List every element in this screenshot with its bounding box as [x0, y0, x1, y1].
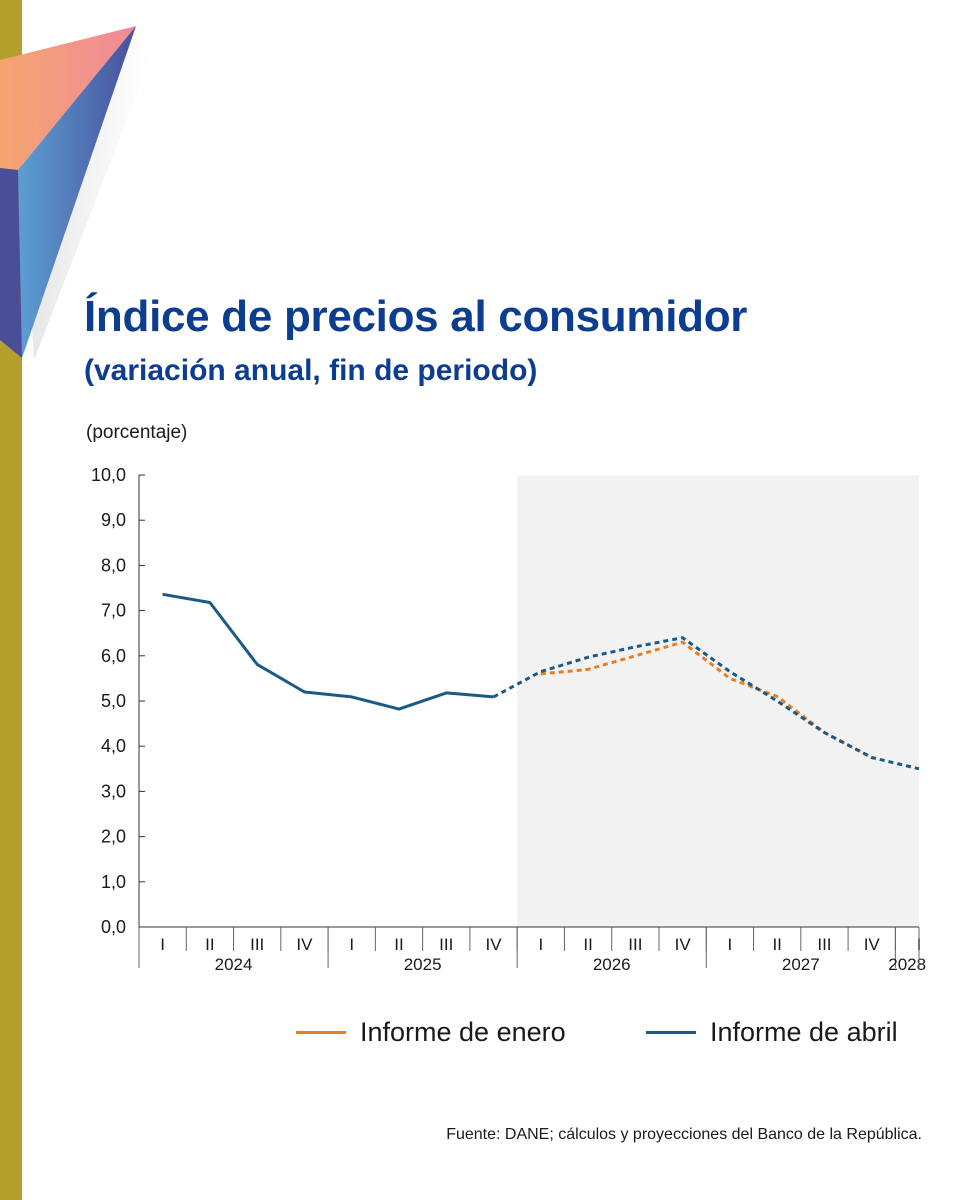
y-tick-label: 1,0: [101, 872, 126, 892]
x-tick-label: IV: [675, 935, 692, 954]
year-label: 2025: [404, 955, 442, 974]
x-tick-label: II: [772, 935, 781, 954]
x-tick-label: IV: [486, 935, 503, 954]
year-label: 2026: [593, 955, 631, 974]
y-tick-label: 9,0: [101, 510, 126, 530]
legend-swatch-january: [296, 1030, 346, 1034]
x-tick-label: III: [250, 935, 264, 954]
y-tick-label: 4,0: [101, 736, 126, 756]
y-tick-label: 5,0: [101, 691, 126, 711]
x-tick-label: II: [394, 935, 403, 954]
chart-subtitle: (variación anual, fin de periodo): [84, 354, 538, 387]
series-line-january-forecast: [540, 640, 873, 759]
x-tick-label: IV: [296, 935, 313, 954]
y-tick-label: 8,0: [101, 555, 126, 575]
x-tick-label: I: [160, 935, 165, 954]
x-tick-label: III: [439, 935, 453, 954]
y-tick-label: 10,0: [91, 465, 126, 485]
y-axis-unit-label: (porcentaje): [86, 422, 188, 443]
y-tick-label: 7,0: [101, 601, 126, 621]
y-tick-label: 0,0: [101, 917, 126, 937]
year-label: 2027: [782, 955, 820, 974]
x-tick-label: III: [817, 935, 831, 954]
legend-label-april: Informe de abril: [710, 1016, 898, 1047]
x-tick-label: I: [538, 935, 543, 954]
x-tick-label: II: [205, 935, 214, 954]
source-note: Fuente: DANE; cálculos y proyecciones de…: [446, 1126, 922, 1143]
series-line-april-forecast: [492, 636, 920, 771]
decorative-shape: [0, 26, 150, 360]
forecast-band: [517, 475, 919, 927]
line-chart: 0,01,02,03,04,05,06,07,08,09,010,0I II III…: [91, 465, 926, 974]
legend-swatch-april: [646, 1030, 696, 1034]
y-tick-label: 3,0: [101, 781, 126, 801]
x-tick-label: I: [728, 935, 733, 954]
x-tick-label: I: [349, 935, 354, 954]
year-label: 2028: [888, 955, 926, 974]
year-label: 2024: [215, 955, 253, 974]
x-tick-label: III: [628, 935, 642, 954]
legend-label-january: Informe de enero: [360, 1016, 566, 1047]
y-tick-label: 6,0: [101, 646, 126, 666]
legend-item-january: Informe de enero: [296, 1012, 566, 1052]
chart-title: Índice de precios al consumidor: [84, 292, 748, 341]
legend-item-april: Informe de abril: [646, 1012, 898, 1052]
y-tick-label: 2,0: [101, 827, 126, 847]
series-line-april-observed: [162, 592, 494, 711]
x-tick-label: II: [583, 935, 592, 954]
x-tick-label: IV: [864, 935, 881, 954]
